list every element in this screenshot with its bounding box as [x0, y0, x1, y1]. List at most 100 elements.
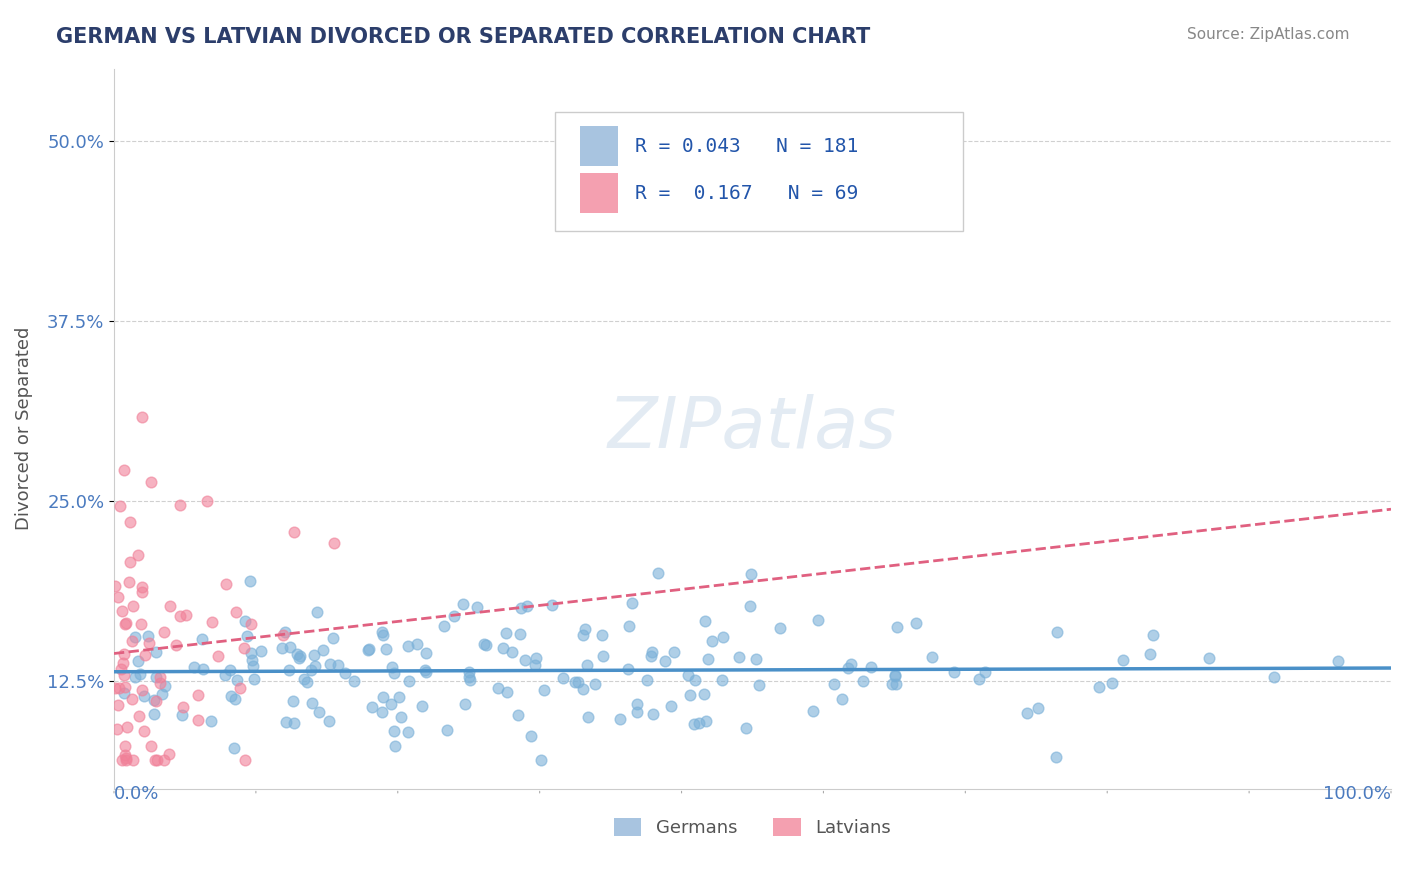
Point — [735, 721, 758, 735]
Point — [942, 665, 965, 680]
Point — [169, 609, 191, 624]
Point — [405, 637, 427, 651]
Point — [112, 667, 135, 681]
Point — [567, 674, 589, 689]
Point — [389, 710, 412, 724]
Point — [524, 651, 547, 665]
Point — [328, 658, 350, 673]
Point — [283, 716, 305, 731]
Point — [620, 596, 643, 610]
Point — [585, 677, 607, 691]
Point — [513, 653, 536, 667]
Point — [454, 697, 477, 711]
Point — [287, 651, 309, 665]
Point — [396, 639, 419, 653]
Point — [458, 673, 481, 687]
Point — [138, 635, 160, 649]
Point — [159, 599, 181, 613]
Point — [224, 692, 246, 706]
Point — [1026, 701, 1049, 715]
Point — [380, 697, 402, 711]
Point — [451, 597, 474, 611]
Point — [170, 708, 193, 723]
Point — [1045, 750, 1067, 764]
Point — [111, 656, 134, 670]
Point — [683, 716, 706, 731]
Point — [129, 617, 152, 632]
Point — [110, 662, 132, 676]
Point — [1046, 624, 1069, 639]
Point — [333, 666, 356, 681]
Point — [396, 725, 419, 739]
Point — [1327, 654, 1350, 668]
Point — [235, 629, 257, 643]
Point — [382, 724, 405, 739]
Text: R =  0.167   N = 69: R = 0.167 N = 69 — [636, 184, 858, 202]
Point — [641, 644, 664, 658]
Point — [592, 648, 614, 663]
Point — [187, 688, 209, 702]
Point — [141, 739, 163, 753]
Point — [157, 747, 180, 761]
Point — [302, 648, 325, 663]
Point — [541, 599, 564, 613]
Point — [301, 697, 323, 711]
Text: ZIPatlas: ZIPatlas — [607, 394, 897, 463]
Point — [728, 650, 751, 665]
Point — [280, 640, 302, 655]
Point — [837, 661, 859, 675]
Point — [382, 666, 405, 681]
Point — [274, 714, 297, 729]
Point — [745, 652, 768, 666]
Point — [1017, 706, 1039, 720]
Point — [107, 698, 129, 712]
Point — [132, 724, 155, 739]
Point — [145, 645, 167, 659]
Point — [274, 624, 297, 639]
Point — [240, 616, 263, 631]
Point — [114, 739, 136, 754]
Point — [120, 555, 142, 569]
Point — [131, 409, 153, 424]
Point — [357, 643, 380, 657]
Point — [436, 723, 458, 738]
Point — [283, 525, 305, 540]
Point — [905, 616, 928, 631]
Point — [748, 678, 770, 692]
Point — [398, 673, 420, 688]
Point — [318, 714, 340, 728]
Point — [229, 681, 252, 696]
FancyBboxPatch shape — [581, 173, 619, 212]
Point — [769, 621, 792, 635]
Point — [195, 493, 218, 508]
Point — [413, 663, 436, 677]
Point — [553, 671, 575, 685]
Point — [114, 617, 136, 632]
Point — [307, 606, 329, 620]
Point — [200, 714, 222, 728]
Point — [1112, 653, 1135, 667]
Point — [114, 748, 136, 763]
Point — [128, 709, 150, 723]
Point — [641, 706, 664, 721]
Point — [145, 671, 167, 685]
Point — [801, 704, 824, 718]
Point — [884, 669, 907, 683]
Point — [155, 679, 177, 693]
Point — [609, 712, 631, 726]
Point — [121, 599, 143, 614]
Point — [191, 632, 214, 647]
Point — [139, 475, 162, 489]
Point — [626, 705, 648, 719]
Text: 100.0%: 100.0% — [1323, 785, 1391, 803]
Point — [115, 720, 138, 734]
Point — [233, 753, 256, 767]
Point — [308, 706, 330, 720]
Point — [153, 624, 176, 639]
Point — [143, 693, 166, 707]
Point — [104, 579, 127, 593]
Point — [501, 645, 523, 659]
Y-axis label: Divorced or Separated: Divorced or Separated — [15, 326, 32, 530]
Point — [115, 751, 138, 765]
Point — [676, 668, 699, 682]
